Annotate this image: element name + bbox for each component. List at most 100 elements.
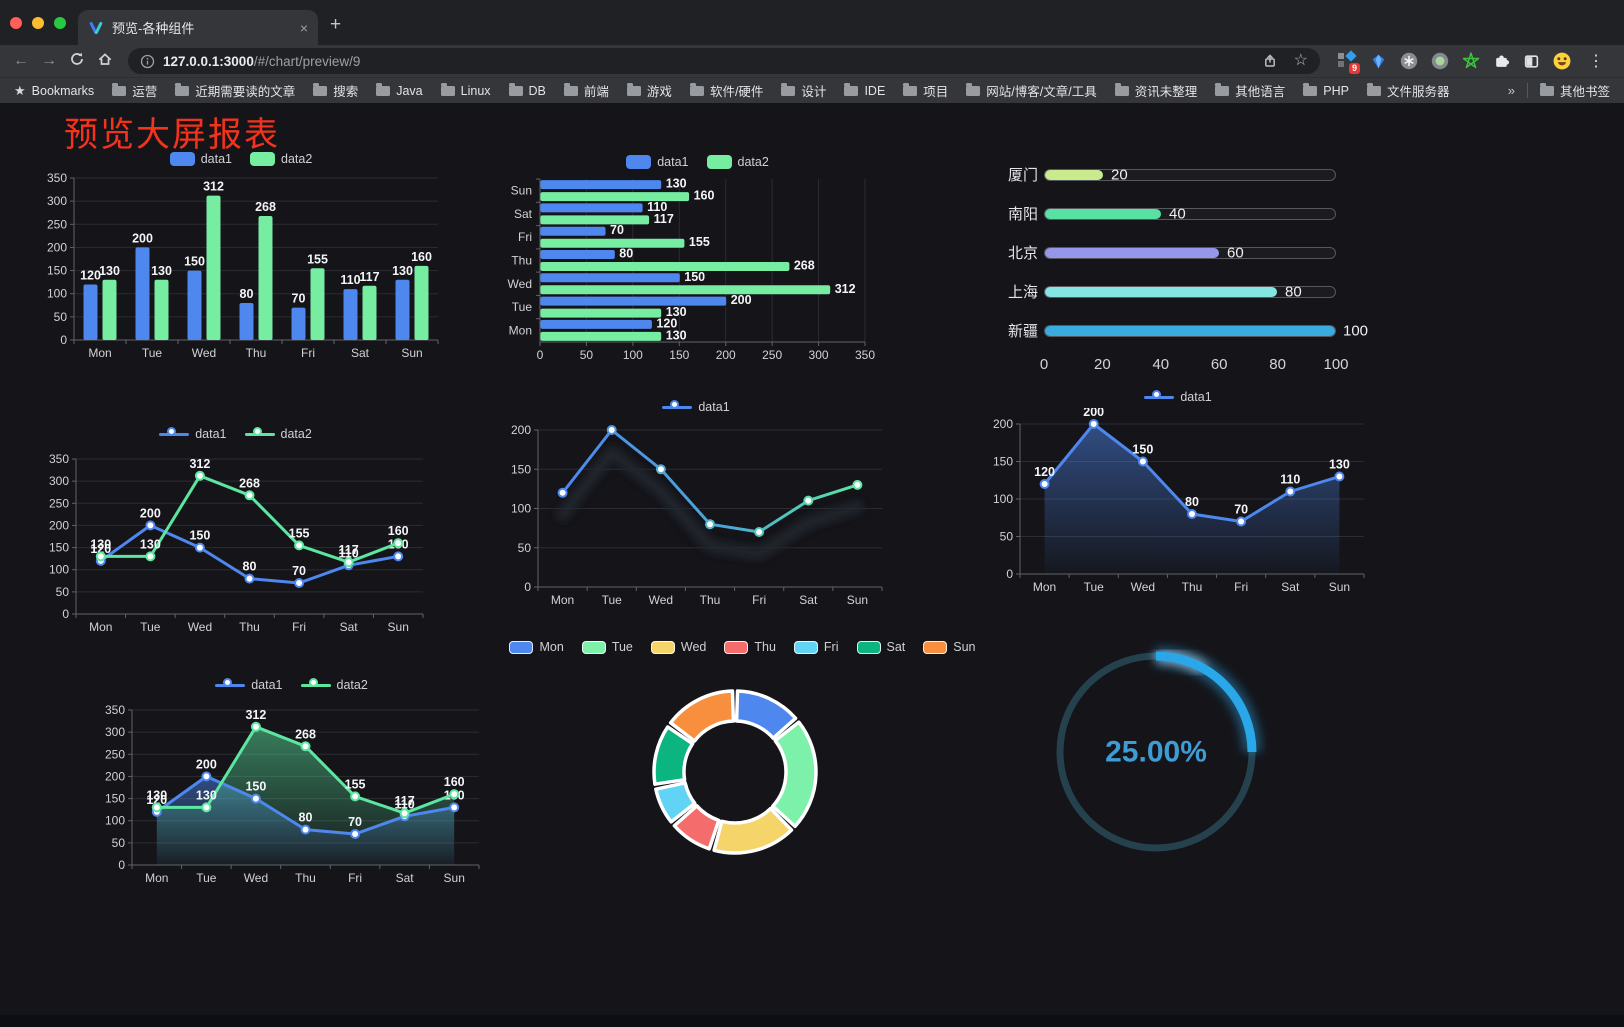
bookmark-folder[interactable]: IDE (844, 81, 885, 100)
legend-item[interactable]: data1 (662, 400, 730, 414)
bookmark-folder[interactable]: 软件/硬件 (689, 81, 763, 100)
new-tab-button[interactable]: + (330, 14, 342, 35)
bookmark-star-icon[interactable]: ☆ (1293, 52, 1308, 69)
other-bookmarks-folder[interactable]: 其他书签 (1539, 81, 1610, 100)
dot-extension-icon[interactable] (1431, 52, 1449, 70)
svg-text:350: 350 (47, 171, 67, 185)
forward-icon[interactable]: → (41, 52, 57, 69)
chart-horizontal-bar: data1 data2 0 50 100 150 200 250 300 350 Mon 120 130… (500, 153, 895, 368)
bookmark-folder[interactable]: 项目 (903, 81, 948, 100)
folder-icon (1539, 83, 1554, 96)
bookmark-folder[interactable]: 前端 (563, 81, 609, 100)
svg-text:117: 117 (339, 543, 359, 557)
emoji-extension-icon[interactable] (1553, 52, 1571, 70)
legend-label: data1 (657, 155, 689, 169)
svg-text:Sat: Sat (351, 346, 370, 360)
legend-item[interactable]: Mon (509, 640, 564, 654)
svg-text:200: 200 (140, 506, 161, 520)
browser-tab[interactable]: 预览-各种组件 × (78, 10, 318, 45)
side-panel-icon[interactable] (1523, 53, 1540, 70)
gem-extension-icon[interactable] (1370, 53, 1387, 70)
legend-item[interactable]: Thu (724, 640, 776, 654)
snowflake-extension-icon[interactable] (1400, 52, 1418, 70)
svg-text:Sun: Sun (444, 871, 465, 885)
legend-item[interactable]: Wed (650, 640, 706, 654)
reload-icon[interactable] (64, 51, 90, 71)
bookmarks-overflow-chevron[interactable]: » (1507, 83, 1515, 98)
chart-donut: Mon Tue Wed Thu Fri Sat Sun (509, 638, 976, 885)
bookmark-folder[interactable]: Linux (440, 81, 491, 100)
svg-text:Wed: Wed (649, 593, 673, 607)
legend-label: data2 (281, 152, 313, 166)
svg-text:Tue: Tue (1084, 580, 1105, 594)
legend-item[interactable]: data1 (215, 678, 283, 692)
legend-item[interactable]: data2 (244, 427, 312, 441)
bookmarks-manager[interactable]: ★ Bookmarks (14, 83, 94, 99)
puzzle-extensions-icon[interactable] (1493, 53, 1510, 70)
bookmark-folder[interactable]: 游戏 (626, 81, 672, 100)
legend-item[interactable]: Fri (793, 640, 839, 654)
chart-canvas: 25.00% (1056, 647, 1261, 852)
svg-text:312: 312 (203, 180, 224, 194)
url-path: /#/chart/preview/9 (253, 53, 361, 69)
bookmark-label: 近期需要读的文章 (195, 85, 296, 99)
legend-item[interactable]: Sun (923, 640, 976, 654)
back-icon[interactable]: ← (13, 52, 29, 69)
chart-ring-progress: 25.00% (1040, 640, 1285, 880)
svg-text:150: 150 (684, 270, 705, 284)
svg-text:Thu: Thu (511, 254, 532, 268)
svg-text:Mon: Mon (145, 871, 168, 885)
legend-item[interactable]: data1 (159, 427, 227, 441)
bookmark-folder[interactable]: Java (376, 81, 423, 100)
bookmark-folder[interactable]: PHP (1303, 81, 1349, 100)
bookmark-folder[interactable]: 设计 (781, 81, 826, 100)
legend-item[interactable]: data2 (300, 678, 368, 692)
bookmarks-bar: ★ Bookmarks 运营 近期需要读的文章 搜索 Java Linux DB 前端 游戏 软… (0, 77, 1624, 103)
bookmark-folder[interactable]: 搜索 (313, 81, 358, 100)
dashboard-page: 预览大屏报表 data1 data2 0 50 100 150 200 250 300 350 Mo… (0, 103, 1624, 1027)
progress-track: 80 (1044, 283, 1336, 300)
extension-blocks-icon[interactable]: 9 (1338, 49, 1360, 74)
pentagram-extension-icon[interactable] (1462, 52, 1480, 70)
tab-close-icon[interactable]: × (299, 19, 308, 36)
svg-text:0: 0 (537, 348, 544, 362)
chart-canvas: 0 50 100 150 200 250 300 350 Mon Tue Wed Thu Fri Sat S… (105, 703, 480, 885)
legend-marker (300, 678, 331, 692)
bookmark-folder[interactable]: 近期需要读的文章 (175, 81, 295, 100)
address-bar[interactable]: 127.0.0.1:3000/#/chart/preview/9 ☆ (128, 48, 1320, 74)
legend-item[interactable]: Tue (581, 640, 633, 654)
home-icon[interactable] (92, 51, 118, 71)
window-minimize-button[interactable] (32, 17, 44, 29)
site-info-icon[interactable] (140, 54, 155, 69)
folder-icon (508, 83, 523, 96)
bookmark-folder[interactable]: 其他语言 (1215, 81, 1285, 100)
svg-text:200: 200 (47, 240, 67, 254)
legend-swatch (581, 640, 606, 654)
svg-text:50: 50 (580, 348, 594, 362)
chart-canvas: 0 50 100 150 200 250 300 350 Mon Tue Wed Thu Fri Sat S… (49, 452, 424, 634)
bookmark-folder[interactable]: DB (508, 81, 546, 100)
browser-toolbar: ← → 127.0.0.1:3000/#/chart/preview/9 ☆ 9 (0, 45, 1624, 77)
bookmark-folder[interactable]: 资讯未整理 (1114, 81, 1197, 100)
bookmark-folder[interactable]: 文件服务器 (1366, 81, 1449, 100)
legend-item[interactable]: data1 (1144, 390, 1212, 404)
svg-text:160: 160 (694, 189, 715, 203)
chart-legend: data1 (982, 388, 1374, 406)
bookmark-folder[interactable]: 运营 (112, 81, 157, 100)
svg-text:Sat: Sat (514, 207, 533, 221)
legend-item[interactable]: data1 (626, 155, 689, 169)
progress-value: 100 (1343, 322, 1369, 339)
share-icon[interactable] (1262, 53, 1278, 69)
svg-text:120: 120 (656, 316, 677, 330)
legend-item[interactable]: data1 (169, 152, 232, 166)
bookmark-folder[interactable]: 网站/博客/文章/工具 (966, 81, 1097, 100)
svg-text:110: 110 (647, 200, 667, 214)
chart-canvas: 0 50 100 150 200 Mon Tue Wed Thu Fri Sat Sun (511, 423, 883, 607)
window-close-button[interactable] (10, 17, 22, 29)
window-zoom-button[interactable] (54, 17, 66, 29)
browser-menu-icon[interactable]: ⋮ (1588, 53, 1604, 70)
legend-item[interactable]: Sat (856, 640, 905, 654)
progress-fill (1045, 208, 1161, 219)
legend-item[interactable]: data2 (250, 152, 312, 166)
legend-item[interactable]: data2 (706, 155, 769, 169)
